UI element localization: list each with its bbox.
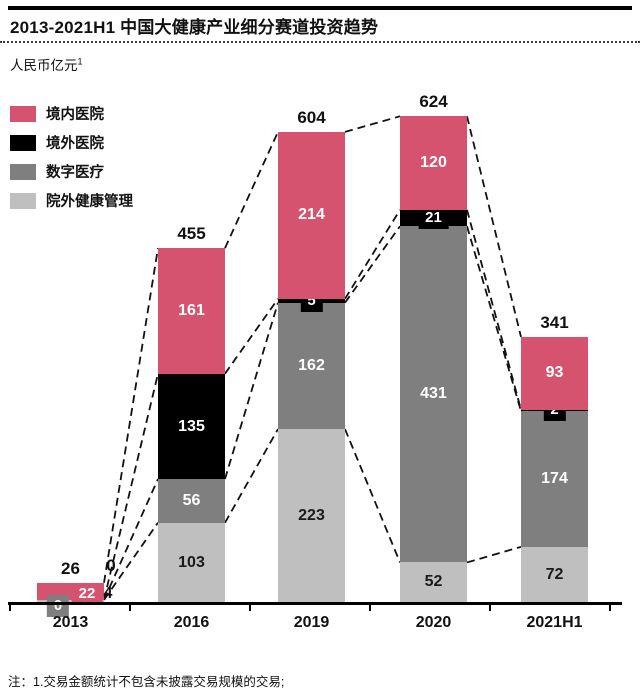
legend-item: 院外健康管理 xyxy=(10,190,133,211)
segment-value-label: 56 xyxy=(182,491,201,509)
connector-line xyxy=(466,545,522,564)
x-label: 2020 xyxy=(415,614,452,631)
segment-value-label: 21 xyxy=(418,207,449,230)
segment-value-label: 52 xyxy=(424,573,443,591)
axis-tick xyxy=(369,603,371,611)
page-title: 2013-2021H1 中国大健康产业细分赛道投资趋势 xyxy=(10,18,379,37)
legend-label: 境外医院 xyxy=(46,136,104,152)
unit-text: 人民币亿元 xyxy=(10,58,78,73)
axis-tick xyxy=(609,603,611,611)
unit-label: 人民币亿元1 xyxy=(10,54,83,74)
connector-line xyxy=(224,131,279,249)
bar-segment xyxy=(158,522,225,603)
axis-tick xyxy=(249,603,251,611)
axis-tick xyxy=(129,603,131,611)
legend: 境内医院 境外医院 数字医疗 院外健康管理 xyxy=(10,103,133,219)
total-label: 455 xyxy=(177,224,206,244)
bar-segment xyxy=(521,546,588,603)
footnote: 注：1.交易金额统计不包含未披露交易规模的交易; xyxy=(8,675,285,689)
segment-value-label: 214 xyxy=(298,205,325,223)
bar-segment xyxy=(521,337,588,410)
segment-value-label: 135 xyxy=(178,417,205,435)
segment-value-label: 72 xyxy=(545,565,564,583)
segment-value-label: 223 xyxy=(298,507,325,525)
segment-value-label: 93 xyxy=(545,364,564,382)
segment-value-label: 0 xyxy=(106,556,116,575)
dotted-divider xyxy=(0,41,640,43)
segment-value-label: 431 xyxy=(420,385,447,403)
bar-segment xyxy=(158,248,225,374)
connector-line xyxy=(224,428,279,524)
total-label: 604 xyxy=(297,107,326,127)
x-label: 2013 xyxy=(52,614,89,631)
segment-value-label: 162 xyxy=(298,356,325,374)
x-label: 2016 xyxy=(173,614,210,631)
legend-label: 数字医疗 xyxy=(46,165,104,181)
connector-line xyxy=(344,225,401,304)
total-label: 26 xyxy=(61,558,80,578)
connector-line xyxy=(224,298,279,375)
segment-value-label: 174 xyxy=(541,470,568,488)
connector-line xyxy=(103,247,159,583)
bar-segment xyxy=(521,411,588,547)
bar-segment xyxy=(400,116,467,210)
connector-line xyxy=(344,428,401,563)
segment-value-label: 0 xyxy=(46,595,70,617)
x-label: 2021H1 xyxy=(526,614,583,631)
connector-line xyxy=(224,302,279,480)
total-label: 341 xyxy=(540,313,569,333)
axis-tick xyxy=(489,603,491,611)
axis-tick xyxy=(9,603,11,611)
bar-segment xyxy=(37,599,104,603)
total-label: 624 xyxy=(419,92,448,112)
top-rule xyxy=(8,6,632,10)
legend-label: 院外健康管理 xyxy=(46,194,133,210)
bar-segment xyxy=(278,302,345,430)
connector-line xyxy=(466,226,522,412)
x-label: 2019 xyxy=(293,614,330,631)
connector-line xyxy=(344,209,401,300)
unit-footnote-marker: 1 xyxy=(77,56,83,67)
legend-swatch xyxy=(10,163,36,180)
bar-segment xyxy=(278,131,345,299)
legend-label: 境内医院 xyxy=(46,107,104,123)
bar-segment xyxy=(278,429,345,603)
legend-item: 境外医院 xyxy=(10,132,133,153)
connector-line xyxy=(344,115,401,133)
connector-line xyxy=(466,116,522,338)
legend-item: 数字医疗 xyxy=(10,161,133,182)
bar-segment xyxy=(158,478,225,523)
segment-value-label: 103 xyxy=(178,553,205,571)
x-axis xyxy=(8,602,622,605)
connector-line xyxy=(103,478,159,601)
bar-segment xyxy=(400,226,467,563)
legend-swatch xyxy=(10,192,36,209)
segment-value-label: 4 xyxy=(103,585,113,602)
connector-line xyxy=(466,209,522,410)
segment-value-label: 120 xyxy=(420,154,447,172)
legend-swatch xyxy=(10,105,36,122)
bar-segment xyxy=(400,562,467,603)
legend-swatch xyxy=(10,134,36,151)
legend-item: 境内医院 xyxy=(10,103,133,124)
segment-value-label: 161 xyxy=(178,302,205,320)
segment-value-label: 22 xyxy=(71,583,103,605)
bar-segment xyxy=(158,373,225,479)
